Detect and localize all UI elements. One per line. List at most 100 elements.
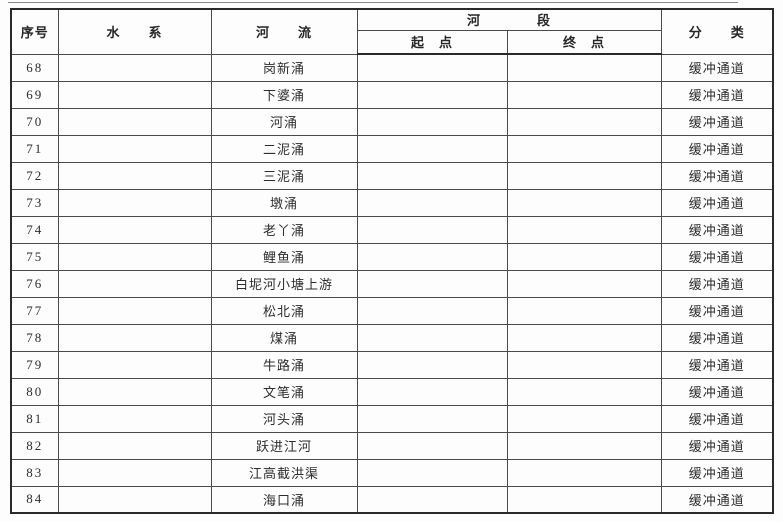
- cell-water-system: [57, 296, 212, 325]
- cell-water-system: [57, 431, 212, 460]
- cell-category: 缓冲通道: [660, 161, 774, 190]
- cell-index: 80: [10, 377, 59, 406]
- cell-water-system: [57, 80, 212, 109]
- cell-category: 缓冲通道: [660, 53, 774, 82]
- cell-river: 河涌: [210, 107, 358, 136]
- table-row: 80 文笔涌 缓冲通道: [10, 377, 774, 406]
- col-header-river: 河 流: [210, 8, 358, 55]
- cell-index: 84: [10, 485, 59, 514]
- col-header-index: 序号: [10, 8, 59, 55]
- cell-river: 三泥涌: [210, 161, 358, 190]
- cell-water-system: [57, 161, 212, 190]
- cell-start: [356, 80, 508, 109]
- cell-river: 二泥涌: [210, 134, 358, 163]
- cell-end: [506, 134, 662, 163]
- cell-start: [356, 53, 508, 82]
- cell-water-system: [57, 134, 212, 163]
- table-row: 68 岗新涌 缓冲通道: [10, 53, 774, 82]
- cell-start: [356, 458, 508, 487]
- table-body: 68 岗新涌 缓冲通道 69 下婆涌 缓冲通道 70 河涌 缓冲通道 71 二泥…: [10, 53, 774, 514]
- cell-end: [506, 485, 662, 514]
- table-row: 74 老丫涌 缓冲通道: [10, 215, 774, 244]
- cell-river: 墩涌: [210, 188, 358, 217]
- cell-category: 缓冲通道: [660, 296, 774, 325]
- cell-river: 跃进江河: [210, 431, 358, 460]
- cell-water-system: [57, 269, 212, 298]
- table-row: 78 煤涌 缓冲通道: [10, 323, 774, 352]
- cell-start: [356, 431, 508, 460]
- cell-index: 75: [10, 242, 59, 271]
- cell-category: 缓冲通道: [660, 269, 774, 298]
- cell-end: [506, 296, 662, 325]
- cell-end: [506, 431, 662, 460]
- cell-river: 白坭河小塘上游: [210, 269, 358, 298]
- cell-start: [356, 404, 508, 433]
- cell-river: 煤涌: [210, 323, 358, 352]
- cell-end: [506, 80, 662, 109]
- cell-river: 牛路涌: [210, 350, 358, 379]
- table-row: 70 河涌 缓冲通道: [10, 107, 774, 136]
- cell-water-system: [57, 107, 212, 136]
- cell-index: 68: [10, 53, 59, 82]
- cell-category: 缓冲通道: [660, 485, 774, 514]
- cell-category: 缓冲通道: [660, 377, 774, 406]
- cell-category: 缓冲通道: [660, 458, 774, 487]
- cell-index: 73: [10, 188, 59, 217]
- cell-end: [506, 269, 662, 298]
- cell-start: [356, 269, 508, 298]
- cell-end: [506, 350, 662, 379]
- table-row: 81 河头涌 缓冲通道: [10, 404, 774, 433]
- cell-start: [356, 161, 508, 190]
- cell-river: 老丫涌: [210, 215, 358, 244]
- table-row: 76 白坭河小塘上游 缓冲通道: [10, 269, 774, 298]
- table-row: 75 鲤鱼涌 缓冲通道: [10, 242, 774, 271]
- cell-index: 69: [10, 80, 59, 109]
- cell-water-system: [57, 323, 212, 352]
- cell-start: [356, 242, 508, 271]
- cell-index: 76: [10, 269, 59, 298]
- cell-category: 缓冲通道: [660, 215, 774, 244]
- cell-category: 缓冲通道: [660, 134, 774, 163]
- cell-index: 77: [10, 296, 59, 325]
- cell-end: [506, 377, 662, 406]
- top-rule: [8, 2, 738, 3]
- cell-index: 81: [10, 404, 59, 433]
- cell-water-system: [57, 458, 212, 487]
- cell-water-system: [57, 485, 212, 514]
- cell-start: [356, 323, 508, 352]
- col-header-start: 起 点: [356, 29, 508, 55]
- cell-water-system: [57, 404, 212, 433]
- cell-start: [356, 350, 508, 379]
- table-row: 73 墩涌 缓冲通道: [10, 188, 774, 217]
- cell-river: 海口涌: [210, 485, 358, 514]
- col-header-end: 终 点: [506, 29, 662, 55]
- cell-index: 70: [10, 107, 59, 136]
- cell-category: 缓冲通道: [660, 80, 774, 109]
- cell-start: [356, 215, 508, 244]
- cell-end: [506, 215, 662, 244]
- cell-end: [506, 404, 662, 433]
- cell-index: 72: [10, 161, 59, 190]
- cell-end: [506, 458, 662, 487]
- cell-index: 79: [10, 350, 59, 379]
- table-row: 77 松北涌 缓冲通道: [10, 296, 774, 325]
- cell-index: 83: [10, 458, 59, 487]
- cell-end: [506, 107, 662, 136]
- cell-category: 缓冲通道: [660, 188, 774, 217]
- cell-end: [506, 188, 662, 217]
- cell-start: [356, 377, 508, 406]
- table-row: 79 牛路涌 缓冲通道: [10, 350, 774, 379]
- cell-index: 74: [10, 215, 59, 244]
- cell-river: 松北涌: [210, 296, 358, 325]
- cell-category: 缓冲通道: [660, 242, 774, 271]
- cell-water-system: [57, 53, 212, 82]
- cell-category: 缓冲通道: [660, 107, 774, 136]
- cell-water-system: [57, 377, 212, 406]
- river-classification-table: 序号 水 系 河 流 河 段 分 类 起 点 终 点 68 岗新涌 缓冲通道 6…: [10, 8, 775, 514]
- table-row: 69 下婆涌 缓冲通道: [10, 80, 774, 109]
- col-header-category: 分 类: [660, 8, 774, 55]
- cell-end: [506, 242, 662, 271]
- cell-index: 82: [10, 431, 59, 460]
- cell-river: 岗新涌: [210, 53, 358, 82]
